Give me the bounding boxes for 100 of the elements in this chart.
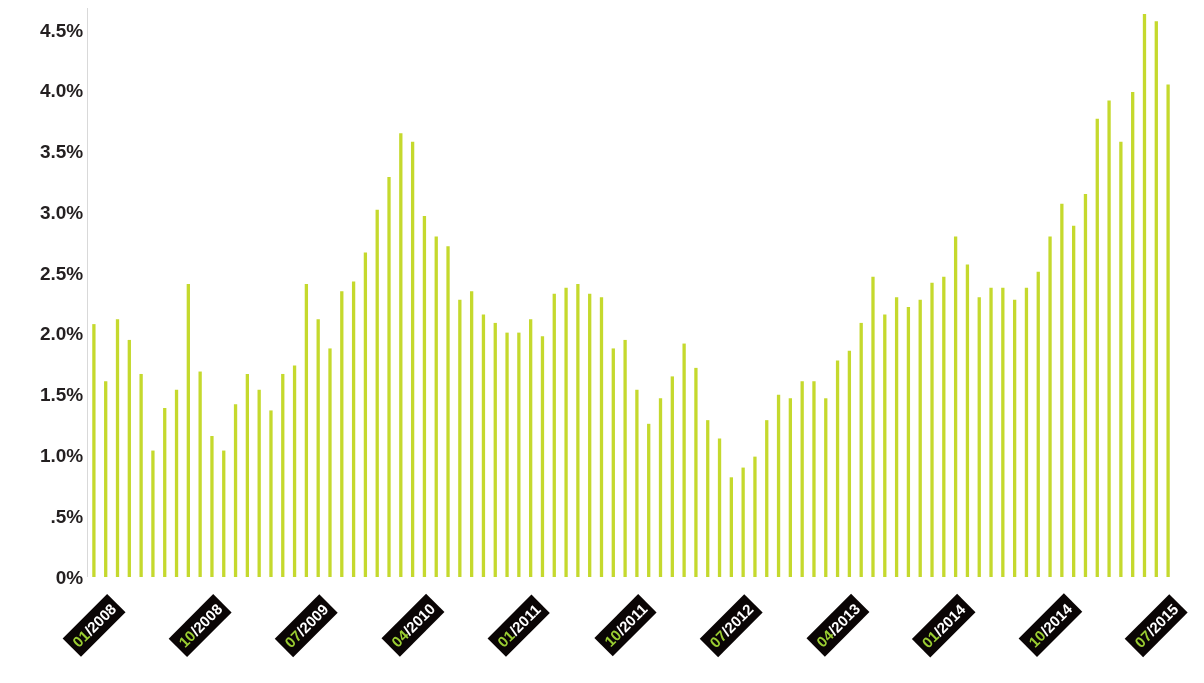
bar [387, 177, 391, 577]
bar [363, 252, 368, 577]
bar [163, 408, 167, 577]
bar [151, 450, 155, 577]
bar [269, 410, 273, 577]
bar [1166, 84, 1170, 577]
bar [517, 332, 521, 577]
bar [257, 389, 261, 577]
bar [765, 420, 769, 577]
bar [1131, 91, 1135, 577]
bar [1036, 271, 1040, 577]
bar [1119, 141, 1123, 577]
y-tick-label: 4.5% [39, 19, 84, 41]
bar [245, 373, 250, 577]
bar [505, 332, 509, 577]
y-tick-label: 2.5% [39, 262, 84, 284]
bar [824, 398, 828, 577]
bar [776, 394, 781, 577]
bar [458, 299, 462, 577]
bar [198, 371, 202, 577]
bar [658, 398, 663, 577]
bar [92, 324, 96, 577]
bar [1154, 21, 1158, 577]
bar [812, 381, 816, 577]
bar [906, 307, 911, 577]
bar [847, 350, 852, 577]
bar [871, 276, 875, 577]
bar [1083, 194, 1088, 577]
bar [741, 467, 745, 577]
bar [493, 322, 497, 577]
bar [753, 456, 757, 577]
bar [599, 297, 604, 577]
y-tick-label: 4.0% [39, 80, 84, 102]
bar [965, 264, 970, 577]
bar [1012, 299, 1017, 577]
bar [800, 381, 804, 577]
bar [930, 282, 934, 577]
bar [340, 291, 344, 577]
bar [281, 373, 285, 577]
bar [729, 477, 733, 577]
bar [682, 343, 686, 577]
y-tick-label: 3.0% [39, 201, 84, 223]
bar [694, 367, 698, 577]
y-tick-label: .5% [50, 505, 84, 527]
bar [623, 339, 627, 577]
bar [1142, 14, 1147, 577]
bar [469, 291, 474, 577]
bar [670, 376, 674, 577]
y-tick-label: 0% [55, 566, 84, 588]
bar [304, 283, 309, 577]
bar [611, 348, 615, 577]
bar [434, 236, 438, 577]
bar [859, 322, 863, 577]
bar [410, 141, 415, 577]
bar [186, 283, 190, 577]
bar [576, 283, 580, 577]
bar [222, 450, 226, 577]
bar [399, 133, 403, 577]
bar [210, 435, 214, 577]
bar [1095, 118, 1099, 577]
bar [788, 398, 793, 577]
bar [233, 404, 238, 577]
bar [174, 389, 179, 577]
y-tick-label: 2.0% [39, 323, 84, 345]
bar [588, 293, 592, 577]
bar [635, 389, 639, 577]
bar [316, 319, 320, 577]
bar [894, 297, 899, 577]
bar [717, 438, 722, 577]
bar [351, 281, 356, 577]
bar [446, 246, 450, 577]
bar [1001, 287, 1005, 577]
bar [292, 365, 297, 577]
bar [647, 423, 651, 577]
y-tick-label: 3.5% [39, 141, 84, 163]
bar [422, 215, 427, 577]
bar [1060, 203, 1064, 577]
bar [529, 319, 533, 577]
bar [540, 336, 545, 577]
bar [1048, 236, 1052, 577]
bar [481, 314, 486, 577]
bar [706, 420, 710, 577]
y-tick-label: 1.5% [39, 384, 84, 406]
bar [883, 314, 887, 577]
bar [1024, 287, 1029, 577]
bar [139, 373, 143, 577]
bar [127, 339, 131, 577]
bar [115, 319, 120, 577]
bar [942, 276, 946, 577]
bar [918, 299, 922, 577]
bar [989, 287, 993, 577]
bar [953, 236, 958, 577]
y-tick-label: 1.0% [39, 445, 84, 467]
bar [564, 287, 568, 577]
bar [977, 297, 981, 577]
bar [375, 209, 379, 577]
bar [104, 381, 108, 577]
bar [1072, 225, 1076, 577]
bar [1107, 100, 1111, 577]
bar [328, 348, 332, 577]
